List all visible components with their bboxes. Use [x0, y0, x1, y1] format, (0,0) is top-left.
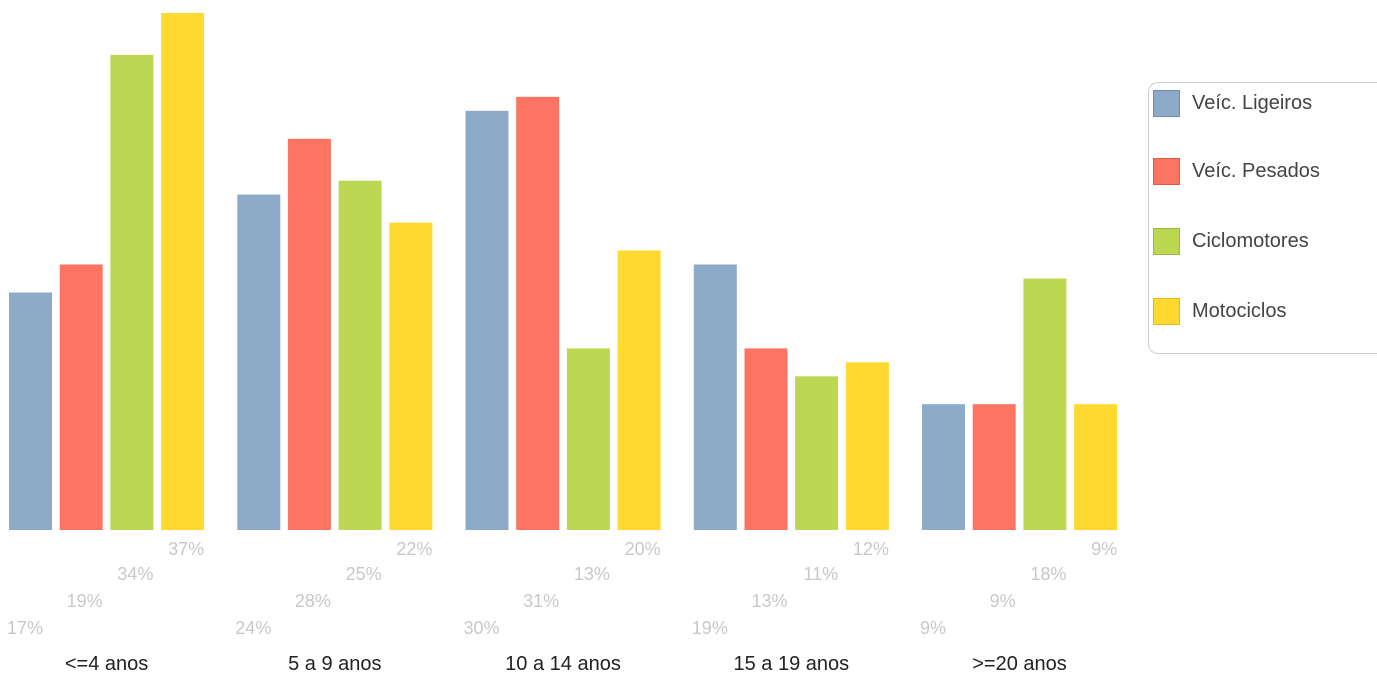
legend-swatch-ciclomotores — [1153, 227, 1180, 255]
value-label-veic-pesados-5-a-9-anos: 28% — [295, 591, 331, 611]
value-labels-layer: 17% 19% 34% 37% 24% 28% 25% 22% 30% 31% 13% 20% 19% 1… — [7, 539, 1117, 638]
category-label-10-a-14-anos: 10 a 14 anos — [505, 653, 621, 675]
bar-veic-ligeiros-4-anos[interactable] — [9, 292, 52, 531]
value-label-veic-ligeiros-5-a-9-anos: 24% — [235, 618, 271, 638]
legend-label: Veíc. Pesados — [1192, 159, 1320, 182]
legend-item-veic-ligeiros[interactable]: Veíc. Ligeiros — [1153, 83, 1312, 123]
value-label-veic-ligeiros-20-anos: 9% — [920, 618, 946, 638]
value-label-veic-ligeiros-10-a-14-anos: 30% — [464, 618, 500, 638]
legend-swatch-veic-ligeiros — [1153, 89, 1180, 117]
legend-swatch-veic-pesados — [1153, 157, 1180, 185]
category-label-4-anos: <=4 anos — [65, 653, 148, 675]
value-label-motociclos-15-a-19-anos: 12% — [853, 539, 889, 559]
bar-veic-ligeiros-5-a-9-anos[interactable] — [237, 194, 281, 530]
value-label-ciclomotores-4-anos: 34% — [117, 564, 153, 584]
bars-layer — [9, 13, 1118, 531]
bar-ciclomotores-5-a-9-anos[interactable] — [338, 180, 382, 530]
value-label-veic-pesados-15-a-19-anos: 13% — [751, 591, 787, 611]
legend-item-motociclos[interactable]: Motociclos — [1153, 291, 1286, 331]
value-label-ciclomotores-15-a-19-anos: 11% — [803, 564, 838, 584]
legend-swatch-motociclos — [1153, 297, 1180, 325]
legend-item-veic-pesados[interactable]: Veíc. Pesados — [1153, 151, 1320, 191]
bar-ciclomotores-10-a-14-anos[interactable] — [566, 348, 610, 530]
bar-ciclomotores-20-anos[interactable] — [1023, 278, 1067, 531]
value-label-motociclos-20-anos: 9% — [1091, 539, 1117, 559]
value-label-ciclomotores-20-anos: 18% — [1030, 564, 1066, 584]
bar-veic-ligeiros-20-anos[interactable] — [922, 404, 965, 530]
bar-veic-ligeiros-10-a-14-anos[interactable] — [465, 110, 509, 531]
value-label-ciclomotores-10-a-14-anos: 13% — [574, 564, 610, 584]
category-label-15-a-19-anos: 15 a 19 anos — [733, 653, 849, 675]
legend: Veíc. Ligeiros Veíc. Pesados Ciclomotore… — [1148, 82, 1377, 354]
value-label-veic-pesados-20-anos: 9% — [990, 591, 1016, 611]
legend-label: Veíc. Ligeiros — [1192, 91, 1313, 114]
bar-ciclomotores-4-anos[interactable] — [110, 54, 154, 531]
bar-veic-pesados-10-a-14-anos[interactable] — [516, 96, 560, 531]
bar-motociclos-4-anos[interactable] — [161, 13, 205, 530]
bar-veic-ligeiros-15-a-19-anos[interactable] — [693, 264, 737, 531]
bar-motociclos-20-anos[interactable] — [1074, 404, 1118, 530]
bar-ciclomotores-15-a-19-anos[interactable] — [795, 376, 839, 530]
bar-motociclos-10-a-14-anos[interactable] — [617, 250, 661, 531]
value-label-veic-pesados-4-anos: 19% — [67, 591, 103, 611]
bar-motociclos-5-a-9-anos[interactable] — [389, 222, 433, 530]
bar-veic-pesados-20-anos[interactable] — [972, 404, 1016, 530]
bar-veic-pesados-4-anos[interactable] — [59, 264, 103, 531]
value-label-veic-ligeiros-15-a-19-anos: 19% — [692, 618, 728, 638]
value-label-veic-ligeiros-4-anos: 17% — [7, 618, 43, 638]
value-label-motociclos-4-anos: 37% — [168, 539, 204, 559]
category-label-20-anos: >=20 anos — [972, 653, 1067, 675]
legend-label: Ciclomotores — [1192, 229, 1309, 252]
category-label-5-a-9-anos: 5 a 9 anos — [288, 653, 381, 675]
category-labels-layer: <=4 anos 5 a 9 anos 10 a 14 anos 15 a 19 an… — [65, 653, 1067, 675]
bar-motociclos-15-a-19-anos[interactable] — [845, 362, 889, 530]
bar-veic-pesados-15-a-19-anos[interactable] — [744, 348, 788, 530]
bar-veic-pesados-5-a-9-anos[interactable] — [287, 138, 331, 531]
value-label-veic-pesados-10-a-14-anos: 31% — [523, 591, 559, 611]
legend-label: Motociclos — [1192, 299, 1287, 322]
value-label-motociclos-10-a-14-anos: 20% — [625, 539, 661, 559]
legend-item-ciclomotores[interactable]: Ciclomotores — [1153, 221, 1309, 261]
value-label-ciclomotores-5-a-9-anos: 25% — [346, 564, 382, 584]
value-label-motociclos-5-a-9-anos: 22% — [396, 539, 432, 559]
